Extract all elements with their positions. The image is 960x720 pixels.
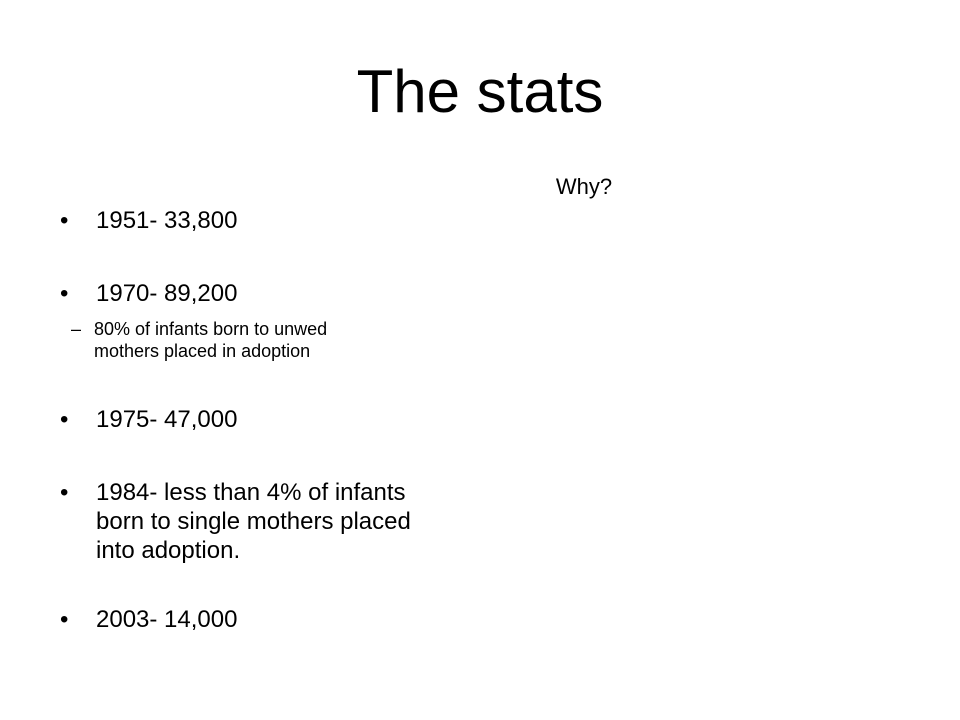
right-column-text: Why? [555,174,613,199]
list-item-text: 1970- 89,200 [96,280,238,307]
bullet-marker: • [60,280,69,307]
bullet-marker: • [60,406,69,433]
bullet-marker: • [60,479,69,506]
list-item-text: 1975- 47,000 [96,406,238,433]
bullet-marker: • [60,606,69,633]
sub-bullet-marker: – [71,319,82,339]
list-item-text: 1984- less than 4% of infants born to si… [96,479,411,564]
sub-list-item-text: 80% of infants born to unwed mothers pla… [94,319,328,361]
slide-title: The stats [356,58,604,125]
list-item-text: 1951- 33,800 [96,207,238,234]
list-item-text: 2003- 14,000 [96,606,238,633]
bullet-marker: • [60,207,69,234]
